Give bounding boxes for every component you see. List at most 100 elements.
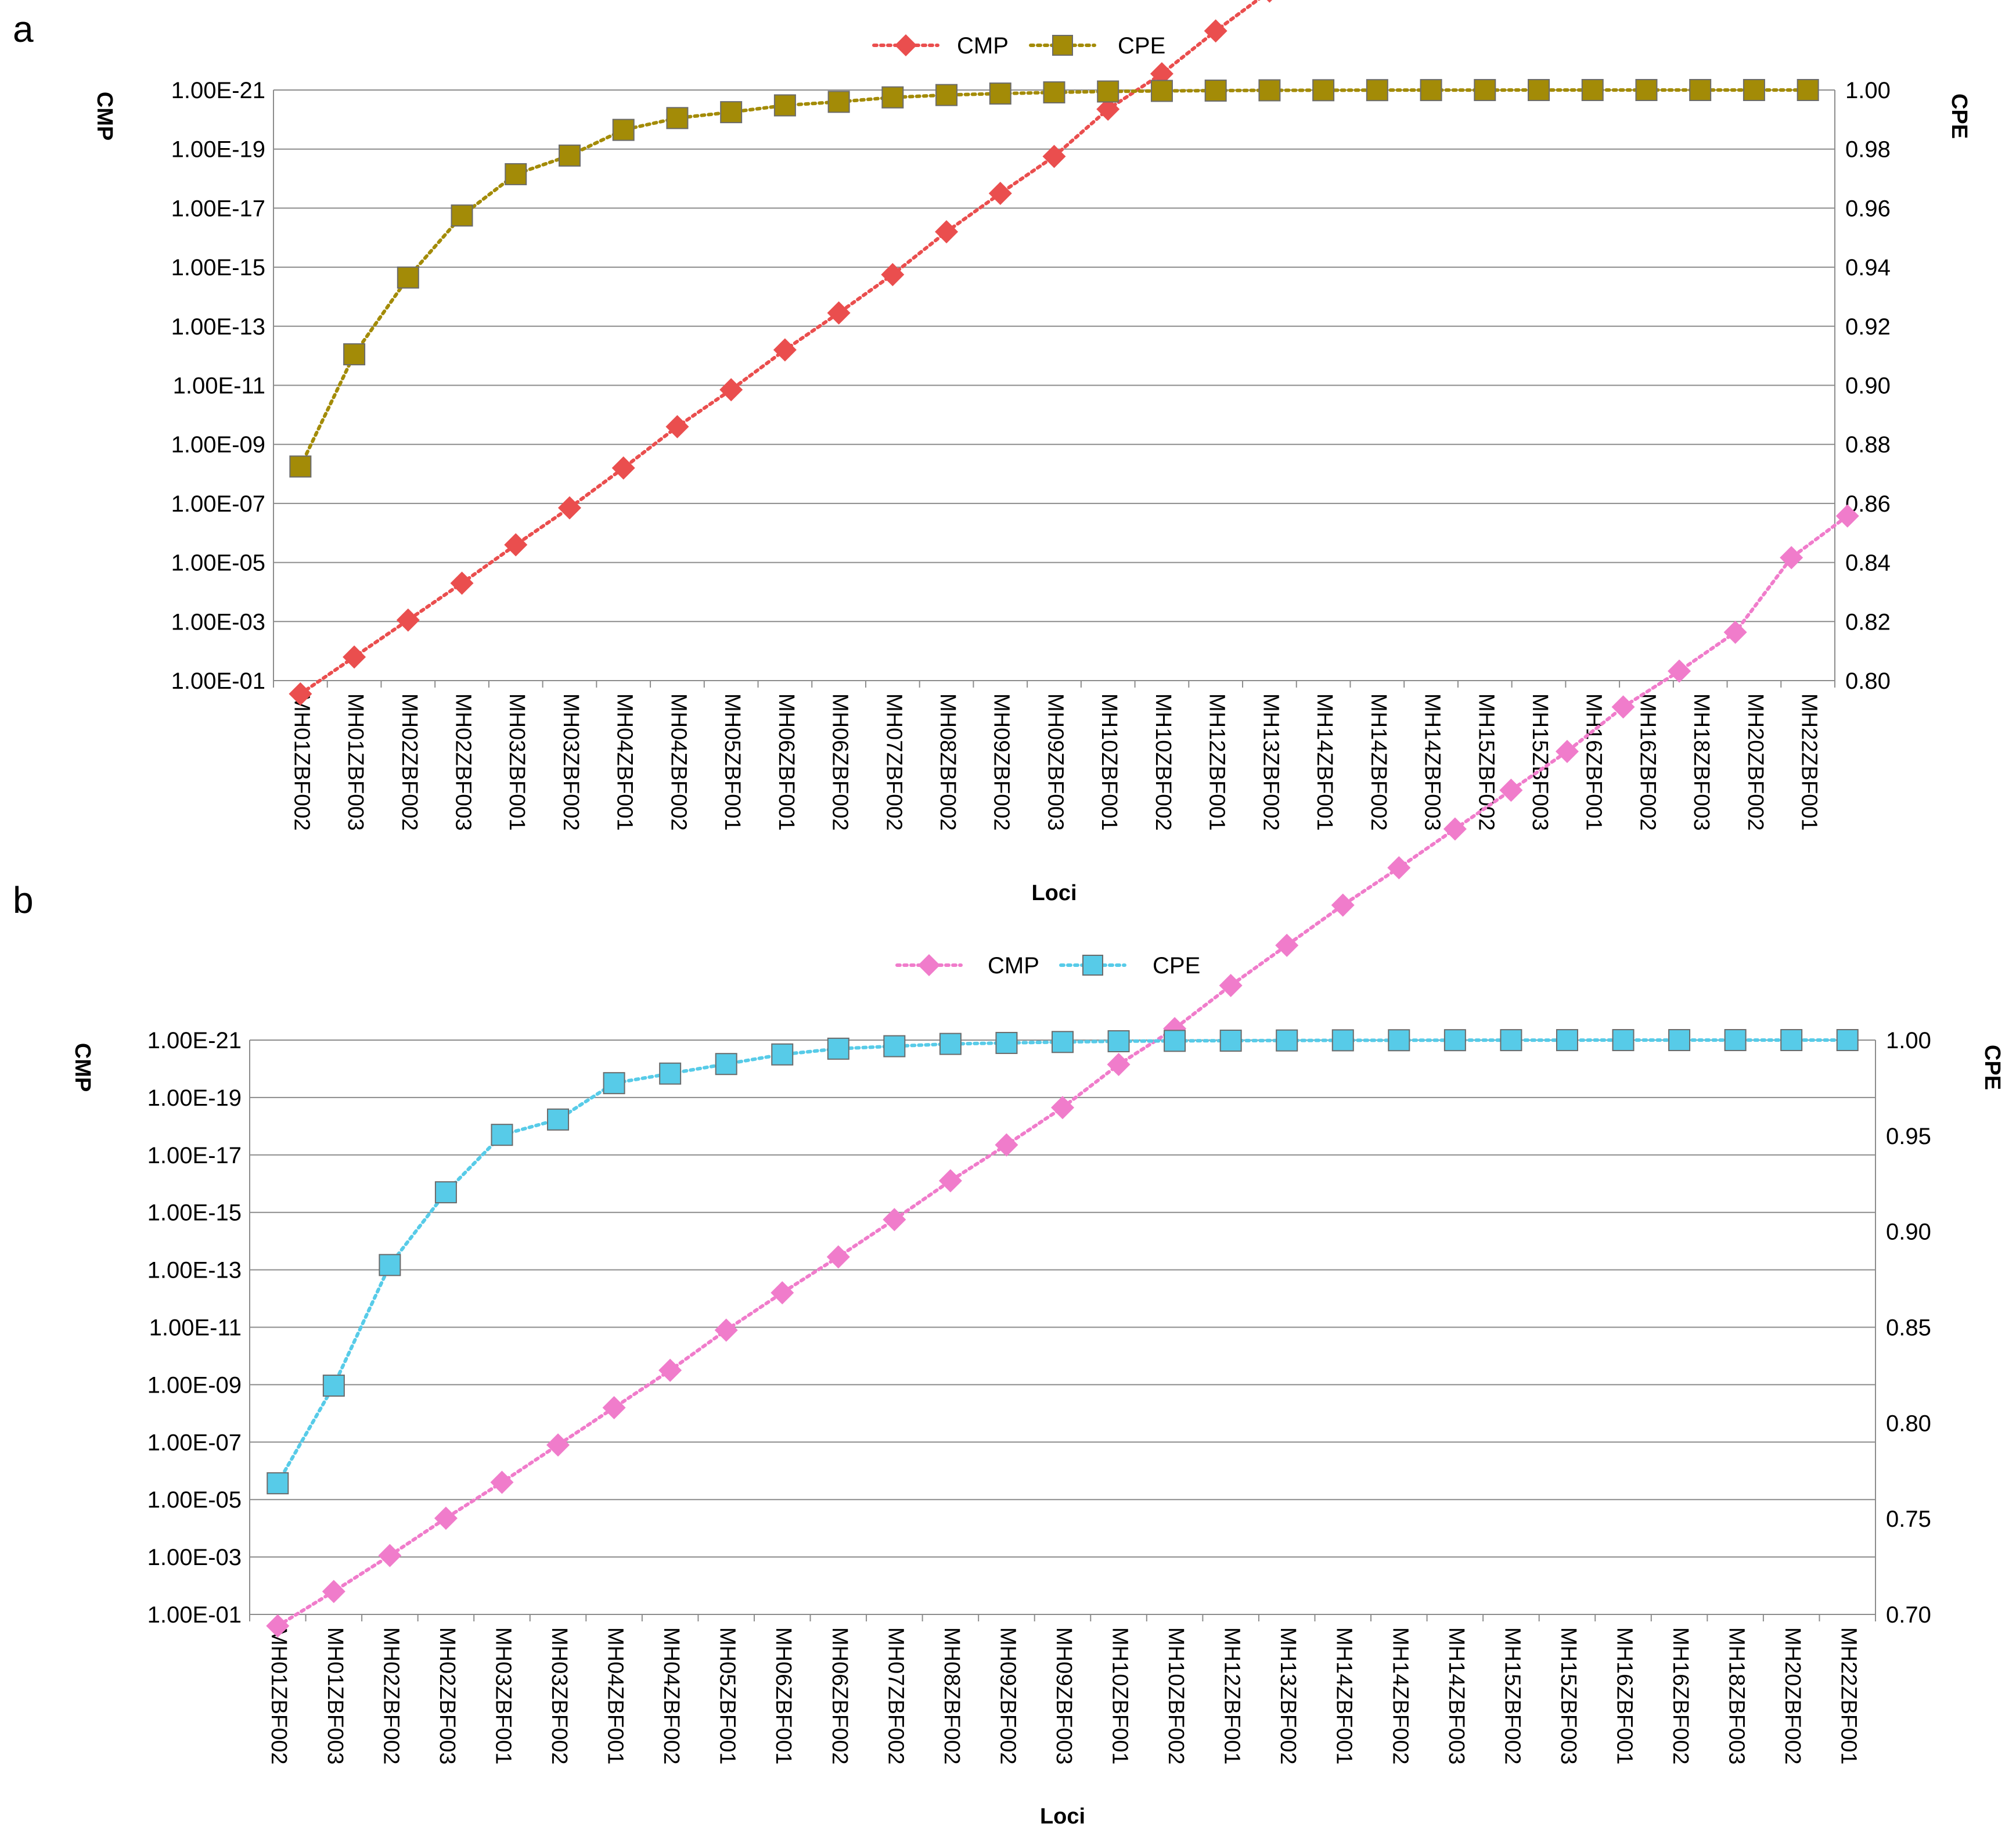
cpe-point — [1388, 1029, 1410, 1052]
chart-a: 1.00E-21 1.00E-19 1.00E-17 1.00E-15 1.00E-13… — [92, 0, 1971, 905]
cpe-point — [1556, 1029, 1578, 1052]
cpe-point — [771, 1043, 794, 1066]
cpe-point — [1420, 79, 1442, 102]
cpe-point — [1052, 1031, 1074, 1053]
cmp-point — [266, 1614, 290, 1638]
cpe-point — [827, 91, 850, 113]
category-label: MH09ZBF002 — [995, 1627, 1020, 1765]
cpe-point — [547, 1108, 570, 1131]
cpe-point — [322, 1375, 345, 1397]
category-label: MH18ZBF003 — [1689, 693, 1713, 831]
category-label: MH03ZBF002 — [547, 1627, 571, 1765]
right-tick-label: 0.90 — [1886, 1220, 1931, 1245]
cpe-point — [1043, 81, 1065, 104]
cpe-point — [1276, 1029, 1298, 1052]
cpe-point — [989, 82, 1011, 105]
chart-b: 1.00E-21 1.00E-19 1.00E-17 1.00E-15 1.00E-13… — [70, 504, 2004, 1829]
legend-marker-cpe — [1052, 35, 1073, 56]
cpe-point — [1780, 1029, 1803, 1052]
cmp-point — [611, 456, 635, 480]
right-tick-label: 0.90 — [1845, 373, 1891, 399]
category-label: MH03ZBF001 — [491, 1627, 515, 1765]
left-tick-label: 1.00E-03 — [147, 1545, 242, 1570]
left-axis-title: CMP — [70, 1043, 95, 1092]
cmp-point — [1107, 1053, 1131, 1077]
panel-a-label: a — [13, 8, 34, 50]
cpe-point — [1443, 1029, 1466, 1052]
category-label: MH14ZBF001 — [1332, 1627, 1356, 1765]
left-tick-label: 1.00E-07 — [147, 1430, 242, 1455]
cpe-point — [1836, 1029, 1859, 1052]
legend-marker-cpe — [1082, 955, 1103, 976]
cpe-point — [1528, 79, 1550, 102]
cpe-point — [1331, 1029, 1354, 1052]
category-label: MH16ZBF002 — [1668, 1627, 1693, 1765]
cmp-point — [602, 1395, 626, 1419]
right-tick-label: 0.80 — [1886, 1411, 1931, 1436]
category-label: MH15ZBF003 — [1556, 1627, 1581, 1765]
cpe-point — [883, 1035, 906, 1058]
cmp-point — [434, 1506, 458, 1530]
panel-b-label: b — [13, 879, 34, 921]
left-tick-label: 1.00E-13 — [171, 314, 265, 340]
right-tick-label: 0.84 — [1845, 551, 1891, 576]
cpe-point — [267, 1472, 289, 1495]
left-tick-label: 1.00E-09 — [171, 432, 265, 458]
cpe-point — [995, 1031, 1018, 1054]
right-tick-label: 0.70 — [1886, 1602, 1931, 1628]
cmp-point — [1611, 695, 1635, 719]
category-label: MH12ZBF001 — [1205, 693, 1229, 831]
cpe-point — [1500, 1029, 1522, 1052]
legend-marker-cmp — [895, 34, 917, 56]
category-label: MH07ZBF002 — [881, 693, 906, 831]
category-label: MH02ZBF002 — [397, 693, 422, 831]
left-tick-label: 1.00E-13 — [147, 1258, 242, 1283]
cpe-point — [715, 1053, 737, 1076]
cmp-point — [450, 571, 474, 595]
right-tick-label: 0.85 — [1886, 1315, 1931, 1341]
category-label: MH01ZBF003 — [323, 1627, 347, 1765]
category-label: MH03ZBF001 — [505, 693, 529, 831]
cmp-point — [1555, 740, 1579, 764]
category-label: MH20ZBF002 — [1780, 1627, 1805, 1765]
cmp-point — [546, 1433, 570, 1457]
category-label: MH10ZBF001 — [1108, 1627, 1132, 1765]
cpe-point — [397, 266, 419, 289]
category-label: MH02ZBF002 — [379, 1627, 403, 1765]
cmp-point — [1266, 0, 1273, 3]
left-tick-label: 1.00E-01 — [147, 1602, 242, 1628]
right-tick-label: 0.75 — [1886, 1506, 1931, 1532]
cpe-point — [1258, 79, 1281, 102]
cmp-point — [988, 181, 1012, 205]
right-tick-label: 0.96 — [1845, 196, 1891, 221]
cpe-point — [935, 84, 958, 106]
category-label: MH15ZBF002 — [1474, 693, 1498, 831]
category-label: MH01ZBF002 — [267, 1627, 291, 1765]
category-label: MH14ZBF003 — [1420, 693, 1445, 831]
legend-label-cpe: CPE — [1118, 33, 1165, 59]
left-tick-label: 1.00E-11 — [173, 373, 265, 399]
left-tick-label: 1.00E-17 — [147, 1143, 242, 1168]
category-label: MH06ZBF001 — [771, 1627, 795, 1765]
cpe-point — [1668, 1029, 1691, 1052]
right-tick-label: 0.92 — [1845, 314, 1891, 340]
category-label: MH22ZBF001 — [1797, 693, 1821, 831]
cpe-point — [1312, 79, 1335, 102]
category-label: MH16ZBF001 — [1612, 1627, 1636, 1765]
cpe-point — [505, 163, 527, 185]
legend-label-cmp: CMP — [957, 33, 1009, 59]
cmp-point — [504, 533, 528, 557]
category-label: MH14ZBF002 — [1388, 1627, 1412, 1765]
cmp-point — [827, 301, 851, 325]
cmp-point — [1150, 62, 1173, 86]
cpe-point — [379, 1254, 401, 1276]
cmp-point — [995, 1133, 1018, 1157]
cpe-point — [1635, 79, 1658, 102]
cpe-point — [1097, 80, 1119, 103]
cmp-point — [557, 496, 581, 520]
cmp-point — [378, 1544, 402, 1567]
cmp-point — [935, 220, 959, 244]
left-tick-label: 1.00E-17 — [171, 196, 265, 221]
cmp-point — [1387, 856, 1411, 880]
